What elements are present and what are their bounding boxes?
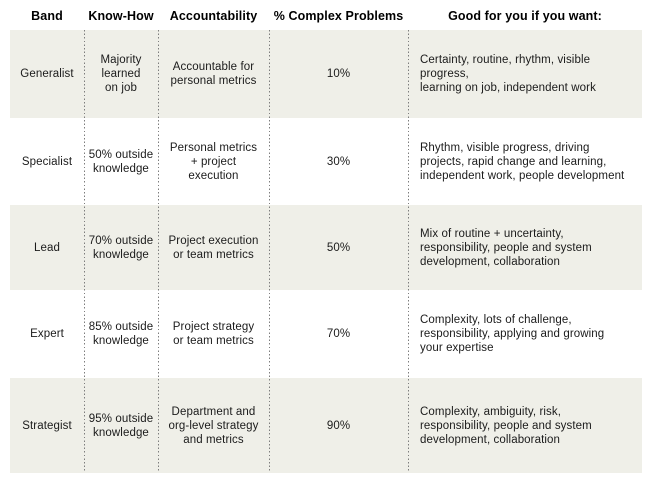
cell-band: Generalist [20,68,74,80]
cell-good-for: Mix of routine + uncertainty, responsibi… [420,227,592,268]
column-divider [269,30,270,473]
header-accountability: Accountability [169,9,258,23]
cell-accountability: Project strategy or team metrics [172,321,255,347]
table-row-generalist: Generalist Majority learned on job Accou… [10,30,642,118]
table-row-expert: Expert 85% outside knowledge Project str… [10,290,642,378]
header-good-for: Good for you if you want: [448,9,602,23]
table-header-row: Band Know-How Accountability % Complex P… [10,0,642,30]
cell-band: Lead [34,241,60,254]
header-know-how: Know-How [88,9,154,23]
cell-good-for: Complexity, lots of challenge, responsib… [420,314,605,354]
career-bands-table: Band Know-How Accountability % Complex P… [10,0,642,473]
cell-complex-problems: 70% [326,328,351,340]
table-body: Generalist Majority learned on job Accou… [10,30,642,473]
cell-accountability: Department and org-level strategy and me… [168,405,259,446]
cell-complex-problems: 90% [326,419,351,432]
column-divider [84,30,85,473]
table-row-strategist: Strategist 95% outside knowledge Departm… [10,378,642,473]
column-divider [408,30,409,473]
cell-accountability: Project execution or team metrics [168,234,259,261]
cell-know-how: 70% outside knowledge [88,234,154,261]
cell-know-how: 95% outside knowledge [88,412,154,439]
cell-good-for: Complexity, ambiguity, risk, responsibil… [420,405,592,446]
column-divider [158,30,159,473]
cell-know-how: 85% outside knowledge [88,321,154,347]
cell-complex-problems: 30% [326,155,351,168]
table-row-specialist: Specialist 50% outside knowledge Persona… [10,118,642,205]
cell-band: Strategist [22,419,72,432]
header-band: Band [31,9,63,23]
cell-good-for: Rhythm, visible progress, driving projec… [420,141,625,182]
cell-complex-problems: 50% [326,241,351,254]
cell-know-how: Majority learned on job [100,54,142,94]
table-row-lead: Lead 70% outside knowledge Project execu… [10,205,642,290]
cell-good-for: Certainty, routine, rhythm, visible prog… [420,54,596,94]
header-complex-problems: % Complex Problems [273,9,404,23]
cell-know-how: 50% outside knowledge [88,148,154,175]
cell-accountability: Accountable for personal metrics [170,61,257,87]
cell-accountability: Personal metrics + project execution [169,141,258,182]
cell-complex-problems: 10% [326,68,351,80]
cell-band: Specialist [21,155,73,168]
cell-band: Expert [30,328,64,340]
